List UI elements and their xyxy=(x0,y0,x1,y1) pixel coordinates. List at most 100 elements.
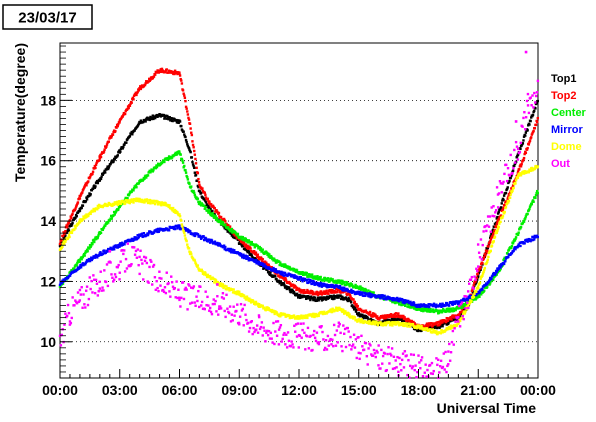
data-point xyxy=(224,220,227,223)
data-point xyxy=(208,241,212,244)
data-point xyxy=(99,177,103,181)
data-point xyxy=(412,302,416,305)
data-point xyxy=(204,290,207,293)
data-point xyxy=(178,224,181,227)
data-point xyxy=(229,230,232,233)
data-point xyxy=(397,370,400,374)
data-point xyxy=(238,315,242,318)
data-point xyxy=(193,149,196,153)
data-point xyxy=(241,236,245,239)
data-point xyxy=(224,223,227,226)
data-point xyxy=(458,312,461,316)
data-point xyxy=(319,275,322,279)
data-point xyxy=(91,172,94,176)
data-point xyxy=(462,297,465,301)
data-point xyxy=(219,219,222,222)
series-dome xyxy=(58,164,540,336)
data-point xyxy=(239,252,243,256)
data-point xyxy=(522,156,526,160)
data-point xyxy=(299,276,302,279)
data-point xyxy=(363,291,366,295)
data-point xyxy=(94,253,98,257)
data-point xyxy=(425,307,428,310)
data-point xyxy=(119,150,122,153)
data-point xyxy=(381,362,384,365)
data-point xyxy=(84,263,87,266)
data-point xyxy=(491,278,495,282)
data-point xyxy=(282,263,285,266)
data-point xyxy=(253,330,256,334)
data-point xyxy=(193,153,197,156)
data-point xyxy=(101,252,105,256)
data-point xyxy=(202,273,206,276)
data-point xyxy=(502,194,506,197)
data-point xyxy=(200,191,203,195)
data-point xyxy=(138,255,141,259)
data-point xyxy=(530,203,534,206)
data-point xyxy=(388,362,391,365)
data-point xyxy=(247,250,251,253)
data-point xyxy=(417,326,420,329)
data-point xyxy=(448,342,451,346)
data-point xyxy=(365,355,369,358)
data-point xyxy=(186,113,190,116)
data-point xyxy=(100,289,103,292)
data-point xyxy=(349,301,353,304)
data-point xyxy=(146,174,150,177)
data-point xyxy=(385,298,388,301)
data-point xyxy=(445,370,448,374)
data-point xyxy=(409,353,413,356)
data-point xyxy=(114,275,118,279)
data-point xyxy=(292,290,296,294)
data-point xyxy=(69,215,72,218)
data-point xyxy=(109,261,112,264)
data-point xyxy=(533,127,537,130)
data-point xyxy=(317,282,321,285)
data-point xyxy=(529,204,532,207)
data-point xyxy=(236,233,239,237)
data-point xyxy=(204,237,208,240)
data-point xyxy=(162,290,166,294)
data-point xyxy=(402,366,406,369)
data-point xyxy=(158,229,161,232)
data-point xyxy=(272,257,276,260)
data-point xyxy=(366,292,369,296)
data-point xyxy=(507,199,511,203)
data-point xyxy=(366,316,369,320)
data-point xyxy=(384,314,387,317)
data-point xyxy=(335,288,338,291)
data-point xyxy=(264,340,267,343)
data-point xyxy=(531,94,534,97)
data-point xyxy=(338,288,341,292)
data-point xyxy=(75,215,78,218)
data-point xyxy=(411,322,415,326)
data-point xyxy=(112,280,115,283)
data-point xyxy=(524,217,527,220)
data-point xyxy=(101,286,104,289)
data-point xyxy=(395,296,399,300)
data-point xyxy=(377,364,380,367)
data-point xyxy=(486,215,490,218)
data-point xyxy=(501,214,505,218)
data-point xyxy=(443,319,447,322)
data-point xyxy=(285,279,288,282)
data-point xyxy=(478,256,482,259)
data-point xyxy=(419,367,422,370)
data-point xyxy=(95,282,99,285)
data-point xyxy=(265,331,268,334)
data-point xyxy=(324,298,328,301)
data-point xyxy=(472,284,475,287)
data-point xyxy=(266,333,270,337)
data-point xyxy=(516,158,520,161)
data-point xyxy=(123,112,127,116)
data-point xyxy=(373,352,377,355)
data-point xyxy=(441,302,444,305)
data-point xyxy=(327,292,330,295)
data-point xyxy=(305,296,308,300)
data-point xyxy=(412,353,416,357)
data-point xyxy=(183,96,187,100)
data-point xyxy=(67,229,71,232)
data-point xyxy=(132,246,136,249)
data-point xyxy=(517,231,520,234)
data-point xyxy=(134,184,138,187)
